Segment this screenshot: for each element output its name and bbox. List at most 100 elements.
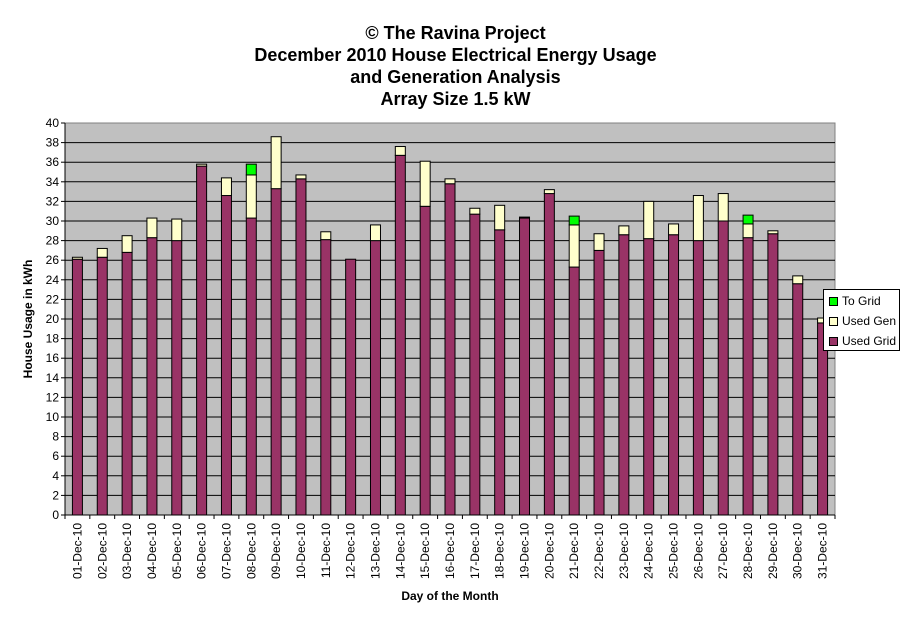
x-tick-label-13-Dec-10: 13-Dec-10 bbox=[368, 523, 382, 579]
y-tick-label-4: 4 bbox=[52, 469, 59, 483]
bar-used-gen-09-Dec-10 bbox=[270, 136, 282, 190]
bar-used-gen-02-Dec-10 bbox=[96, 247, 108, 258]
x-tick-label-08-Dec-10: 08-Dec-10 bbox=[244, 523, 258, 579]
x-tick-label-12-Dec-10: 12-Dec-10 bbox=[344, 523, 358, 579]
y-tick-label-30: 30 bbox=[46, 214, 60, 228]
bar-used-grid-26-Dec-10 bbox=[692, 240, 704, 516]
chart-title-line-4: Array Size 1.5 kW bbox=[380, 89, 531, 109]
bar-used-grid-17-Dec-10 bbox=[469, 213, 481, 516]
x-tick-label-14-Dec-10: 14-Dec-10 bbox=[393, 523, 407, 579]
x-tick-label-31-Dec-10: 31-Dec-10 bbox=[816, 523, 830, 579]
x-tick-label-21-Dec-10: 21-Dec-10 bbox=[567, 523, 581, 579]
bar-used-gen-06-Dec-10 bbox=[196, 163, 208, 167]
y-tick-label-34: 34 bbox=[46, 175, 60, 189]
bar-used-gen-26-Dec-10 bbox=[692, 195, 704, 242]
bar-used-grid-22-Dec-10 bbox=[593, 249, 605, 516]
bar-used-gen-18-Dec-10 bbox=[494, 204, 506, 231]
bar-used-gen-03-Dec-10 bbox=[121, 235, 133, 253]
x-tick-label-23-Dec-10: 23-Dec-10 bbox=[617, 523, 631, 579]
legend-item-used-gen: Used Gen bbox=[829, 314, 896, 328]
y-axis-title: House Usage in kWh bbox=[21, 260, 35, 379]
x-tick-label-17-Dec-10: 17-Dec-10 bbox=[468, 523, 482, 579]
y-tick-label-10: 10 bbox=[46, 410, 60, 424]
legend-swatch-used-gen bbox=[829, 316, 838, 326]
x-tick-label-03-Dec-10: 03-Dec-10 bbox=[120, 523, 134, 579]
x-tick-label-26-Dec-10: 26-Dec-10 bbox=[691, 523, 705, 579]
bar-to-grid-08-Dec-10 bbox=[245, 163, 257, 176]
bar-used-grid-21-Dec-10 bbox=[568, 266, 580, 516]
x-tick-label-25-Dec-10: 25-Dec-10 bbox=[667, 523, 681, 579]
bar-used-gen-29-Dec-10 bbox=[767, 230, 779, 235]
bar-used-grid-04-Dec-10 bbox=[146, 237, 158, 516]
x-axis-title: Day of the Month bbox=[401, 589, 498, 603]
bar-to-grid-28-Dec-10 bbox=[742, 214, 754, 225]
bar-used-gen-17-Dec-10 bbox=[469, 207, 481, 215]
bar-used-grid-28-Dec-10 bbox=[742, 237, 754, 516]
legend-swatch-to-grid bbox=[829, 296, 838, 306]
bar-used-grid-30-Dec-10 bbox=[792, 283, 804, 516]
y-tick-label-6: 6 bbox=[52, 449, 59, 463]
bar-used-grid-11-Dec-10 bbox=[320, 239, 332, 516]
x-tick-label-07-Dec-10: 07-Dec-10 bbox=[219, 523, 233, 579]
x-tick-label-19-Dec-10: 19-Dec-10 bbox=[518, 523, 532, 579]
y-tick-label-40: 40 bbox=[46, 116, 60, 130]
bar-used-grid-31-Dec-10 bbox=[817, 322, 829, 516]
bar-used-grid-16-Dec-10 bbox=[444, 183, 456, 516]
y-tick-label-14: 14 bbox=[46, 371, 60, 385]
x-tick-label-29-Dec-10: 29-Dec-10 bbox=[766, 523, 780, 579]
bar-used-gen-10-Dec-10 bbox=[295, 174, 307, 180]
bar-used-grid-02-Dec-10 bbox=[96, 256, 108, 516]
x-tick-label-22-Dec-10: 22-Dec-10 bbox=[592, 523, 606, 579]
x-tick-label-01-Dec-10: 01-Dec-10 bbox=[70, 523, 84, 579]
x-tick-label-10-Dec-10: 10-Dec-10 bbox=[294, 523, 308, 579]
y-tick-label-16: 16 bbox=[46, 351, 60, 365]
y-tick-label-20: 20 bbox=[46, 312, 60, 326]
bar-used-gen-24-Dec-10 bbox=[643, 200, 655, 240]
bar-used-gen-15-Dec-10 bbox=[419, 160, 431, 207]
bar-used-grid-19-Dec-10 bbox=[519, 217, 531, 516]
x-tick-label-18-Dec-10: 18-Dec-10 bbox=[493, 523, 507, 579]
x-tick-label-06-Dec-10: 06-Dec-10 bbox=[195, 523, 209, 579]
bar-used-gen-19-Dec-10 bbox=[519, 216, 531, 219]
bar-used-grid-07-Dec-10 bbox=[220, 195, 232, 516]
legend-swatch-used-grid bbox=[829, 336, 838, 346]
bar-used-grid-14-Dec-10 bbox=[394, 154, 406, 516]
bar-used-gen-05-Dec-10 bbox=[171, 218, 183, 242]
bar-used-gen-21-Dec-10 bbox=[568, 224, 580, 268]
x-tick-label-05-Dec-10: 05-Dec-10 bbox=[170, 523, 184, 579]
bar-used-gen-23-Dec-10 bbox=[618, 225, 630, 236]
y-tick-label-36: 36 bbox=[46, 155, 60, 169]
bar-used-gen-20-Dec-10 bbox=[543, 189, 555, 195]
bar-used-gen-30-Dec-10 bbox=[792, 275, 804, 285]
bar-used-gen-22-Dec-10 bbox=[593, 233, 605, 251]
legend: To Grid Used Gen Used Grid bbox=[823, 289, 900, 351]
y-tick-label-28: 28 bbox=[46, 234, 60, 248]
bar-used-grid-05-Dec-10 bbox=[171, 240, 183, 516]
x-tick-label-15-Dec-10: 15-Dec-10 bbox=[418, 523, 432, 579]
legend-label-to-grid: To Grid bbox=[842, 294, 881, 308]
bar-used-gen-01-Dec-10 bbox=[71, 256, 83, 260]
bar-used-gen-25-Dec-10 bbox=[668, 223, 680, 236]
x-tick-label-02-Dec-10: 02-Dec-10 bbox=[95, 523, 109, 579]
bar-used-grid-23-Dec-10 bbox=[618, 234, 630, 516]
x-tick-label-04-Dec-10: 04-Dec-10 bbox=[145, 523, 159, 579]
bar-used-gen-08-Dec-10 bbox=[245, 174, 257, 219]
bar-used-grid-06-Dec-10 bbox=[196, 165, 208, 516]
bar-used-grid-20-Dec-10 bbox=[543, 193, 555, 516]
bar-used-grid-03-Dec-10 bbox=[121, 251, 133, 516]
y-tick-label-32: 32 bbox=[46, 194, 60, 208]
y-tick-label-22: 22 bbox=[46, 292, 60, 306]
bar-used-gen-16-Dec-10 bbox=[444, 178, 456, 185]
x-tick-label-27-Dec-10: 27-Dec-10 bbox=[716, 523, 730, 579]
y-tick-label-26: 26 bbox=[46, 253, 60, 267]
x-tick-label-30-Dec-10: 30-Dec-10 bbox=[791, 523, 805, 579]
chart-title: © The Ravina Project December 2010 House… bbox=[0, 22, 911, 110]
bar-used-grid-09-Dec-10 bbox=[270, 188, 282, 516]
bar-used-gen-14-Dec-10 bbox=[394, 146, 406, 156]
x-tick-label-28-Dec-10: 28-Dec-10 bbox=[741, 523, 755, 579]
legend-item-used-grid: Used Grid bbox=[829, 334, 896, 348]
bar-used-gen-07-Dec-10 bbox=[220, 177, 232, 197]
bar-used-grid-01-Dec-10 bbox=[71, 258, 83, 516]
legend-item-to-grid: To Grid bbox=[829, 294, 881, 308]
